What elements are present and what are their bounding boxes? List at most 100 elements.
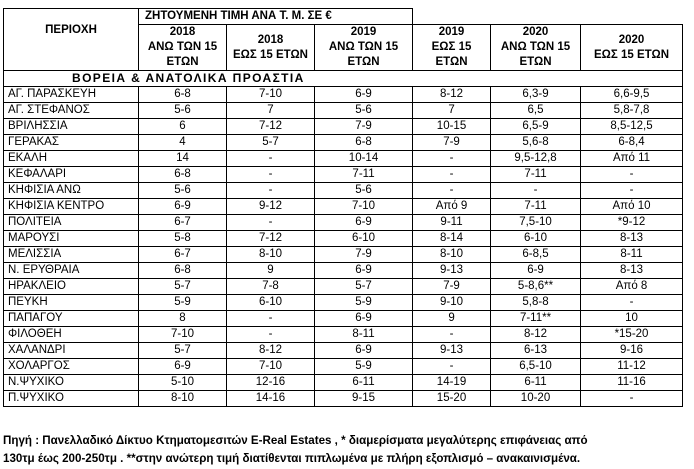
value-cell: 5-6 bbox=[138, 102, 227, 119]
value-cell: 12-16 bbox=[226, 374, 315, 391]
value-cell: - bbox=[226, 150, 315, 167]
value-cell: 5-7 bbox=[313, 278, 414, 295]
area-cell: ΧΟΛΑΡΓΟΣ bbox=[3, 358, 139, 375]
header-blank-1 bbox=[412, 8, 491, 25]
area-cell: ΗΡΑΚΛΕΙΟ bbox=[3, 278, 139, 295]
value-cell: 7-12 bbox=[226, 230, 315, 247]
value-cell: 8-10 bbox=[412, 246, 492, 263]
area-cell: ΒΡΙΛΗΣΣΙΑ bbox=[3, 118, 139, 135]
column-label: ΕΩΣ 15 ΕΤΩΝ bbox=[431, 41, 472, 68]
table-row: ΜΕΛΙΣΣΙΑ 6-7 8-10 7-9 8-10 6-8,5 8-11 bbox=[3, 246, 684, 263]
value-cell: 7-10 bbox=[226, 358, 315, 375]
value-cell: - bbox=[226, 214, 315, 231]
value-cell: 7-10 bbox=[226, 86, 315, 103]
value-cell: Από 11 bbox=[580, 150, 684, 167]
value-cell: 6-9 bbox=[138, 358, 227, 375]
value-cell: 6-10 bbox=[313, 230, 414, 247]
table-row: ΦΙΛΟΘΕΗ 7-10-8-11-8-12 *15-20 bbox=[3, 326, 684, 343]
area-cell: ΧΑΛΑΝΔΡΙ bbox=[3, 342, 139, 359]
area-cell: ΠΑΠΑΓΟΥ bbox=[3, 310, 139, 327]
value-cell: 11-16 bbox=[580, 374, 684, 391]
value-cell: 6-9 bbox=[313, 214, 414, 231]
column-header: 2018 ΑΝΩ ΤΩΝ 15 ΕΤΩΝ bbox=[138, 24, 227, 71]
value-cell: 9-11 bbox=[412, 214, 492, 231]
value-cell: 5-6 bbox=[138, 182, 227, 199]
value-cell: 6-8 bbox=[138, 166, 227, 183]
value-cell: Από 10 bbox=[580, 198, 684, 215]
value-cell: 6-8,5 bbox=[490, 246, 582, 263]
value-cell: 5-8 bbox=[138, 230, 227, 247]
table-row: Ν.ΨΥΧΙΚΟ 5-10 12-16 6-11 14-19 6-11 11-16 bbox=[3, 374, 684, 391]
value-cell: 6-10 bbox=[490, 230, 582, 247]
value-cell: 6,6-9,5 bbox=[580, 86, 684, 103]
value-cell: 6-9 bbox=[313, 342, 414, 359]
area-cell: Ν. ΕΡΥΘΡΑΙΑ bbox=[3, 262, 139, 279]
value-cell: 14 bbox=[138, 150, 227, 167]
value-cell: 5-7 bbox=[226, 134, 315, 151]
table-row: ΧΑΛΑΝΔΡΙ 5-7 8-12 6-9 9-13 6-13 9-16 bbox=[3, 342, 684, 359]
value-cell: - bbox=[412, 166, 492, 183]
value-cell: - bbox=[226, 326, 315, 343]
value-cell: 7,5-10 bbox=[490, 214, 582, 231]
column-label: ΕΩΣ 15 ΕΤΩΝ bbox=[233, 48, 308, 61]
value-cell: 7-10 bbox=[138, 326, 227, 343]
value-cell: - bbox=[412, 182, 492, 199]
value-cell: 5-7 bbox=[138, 342, 227, 359]
value-cell: 8-13 bbox=[580, 262, 684, 279]
value-cell: 9 bbox=[412, 310, 492, 327]
table-row: Π.ΨΥΧΙΚΟ 8-10 14-16 9-15 15-20 10-20- bbox=[3, 390, 684, 407]
column-header: 2020 ΕΩΣ 15 ΕΤΩΝ bbox=[580, 24, 684, 71]
value-cell: 6,3-9 bbox=[490, 86, 582, 103]
value-cell: 6-8 bbox=[138, 262, 227, 279]
source-line: Πηγή : Πανελλαδικό Δίκτυο Κτηματομεσιτών… bbox=[3, 434, 588, 447]
table-row: ΜΑΡΟΥΣΙ 5-8 7-12 6-10 8-14 6-10 8-13 bbox=[3, 230, 684, 247]
value-cell: *15-20 bbox=[580, 326, 684, 343]
value-cell: 10-15 bbox=[412, 118, 492, 135]
value-cell: 11-12 bbox=[580, 358, 684, 375]
value-cell: 7-11 bbox=[490, 198, 582, 215]
value-cell: 6-9 bbox=[313, 310, 414, 327]
value-cell: 5-6 bbox=[313, 182, 414, 199]
value-cell: 6-13 bbox=[490, 342, 582, 359]
table-row: ΧΟΛΑΡΓΟΣ 6-9 7-10 5-9-6,5-10 11-12 bbox=[3, 358, 684, 375]
column-header: 2019 ΑΝΩ ΤΩΝ 15 ΕΤΩΝ bbox=[313, 24, 414, 71]
value-cell: 6-10 bbox=[226, 294, 315, 311]
value-cell: - bbox=[412, 358, 492, 375]
value-cell: - bbox=[226, 166, 315, 183]
area-cell: ΜΕΛΙΣΣΙΑ bbox=[3, 246, 139, 263]
column-header-row: 2018 ΑΝΩ ΤΩΝ 15 ΕΤΩΝ 2018 ΕΩΣ 15 ΕΤΩΝ 2019… bbox=[4, 24, 684, 71]
value-cell: 5,8-8 bbox=[490, 294, 582, 311]
column-year: 2020 bbox=[522, 26, 549, 38]
area-cell: Π.ΨΥΧΙΚΟ bbox=[3, 390, 139, 407]
column-label: ΑΝΩ ΤΩΝ 15 ΕΤΩΝ bbox=[500, 41, 571, 68]
area-cell: ΓΕΡΑΚΑΣ bbox=[3, 134, 139, 151]
value-cell: 5-7 bbox=[138, 278, 227, 295]
value-cell: 10-20 bbox=[490, 390, 582, 407]
value-cell: Από 9 bbox=[412, 198, 492, 215]
area-cell: ΠΟΛΙΤΕΙΑ bbox=[3, 214, 139, 231]
value-cell: 6-7 bbox=[138, 246, 227, 263]
value-cell: - bbox=[226, 182, 315, 199]
value-cell: 7-12 bbox=[226, 118, 315, 135]
section-row: ΒΟΡΕΙΑ & ΑΝΑΤΟΛΙΚΑ ΠΡΟΑΣΤΙΑ bbox=[2, 70, 684, 87]
column-header: 2018 ΕΩΣ 15 ΕΤΩΝ bbox=[226, 24, 315, 71]
value-cell: 7-11 bbox=[313, 166, 414, 183]
table-row: ΚΗΦΙΣΙΑ ΚΕΝΤΡΟ 6-9 9-12 7-10 Από 9 7-11 Από 10 bbox=[3, 198, 684, 215]
area-cell: ΦΙΛΟΘΕΗ bbox=[3, 326, 139, 343]
value-cell: 15-20 bbox=[412, 390, 492, 407]
value-cell: 6,5 bbox=[490, 102, 582, 119]
value-cell: 5-6 bbox=[313, 102, 414, 119]
value-cell: 5-8,6** bbox=[490, 278, 582, 295]
value-cell: 9-13 bbox=[412, 262, 492, 279]
column-label: ΑΝΩ ΤΩΝ 15 ΕΤΩΝ bbox=[147, 41, 218, 68]
value-cell: 10-14 bbox=[313, 150, 414, 167]
header-blank-2 bbox=[491, 9, 581, 25]
column-year: 2019 bbox=[438, 26, 465, 38]
value-cell: 8-12 bbox=[226, 342, 315, 359]
price-table: ΠΕΡΙΟΧΗ ΖΗΤΟΥΜΕΝΗ ΤΙΜΗ ΑΝΑ Τ. Μ. ΣΕ € 20… bbox=[2, 8, 684, 407]
area-column-header: ΠΕΡΙΟΧΗ bbox=[3, 8, 139, 71]
column-year: 2018 bbox=[169, 26, 196, 38]
header-blank-3 bbox=[581, 9, 683, 25]
value-cell: 7-11** bbox=[490, 310, 582, 327]
column-label: ΑΝΩ ΤΩΝ 15 ΕΤΩΝ bbox=[328, 41, 399, 68]
